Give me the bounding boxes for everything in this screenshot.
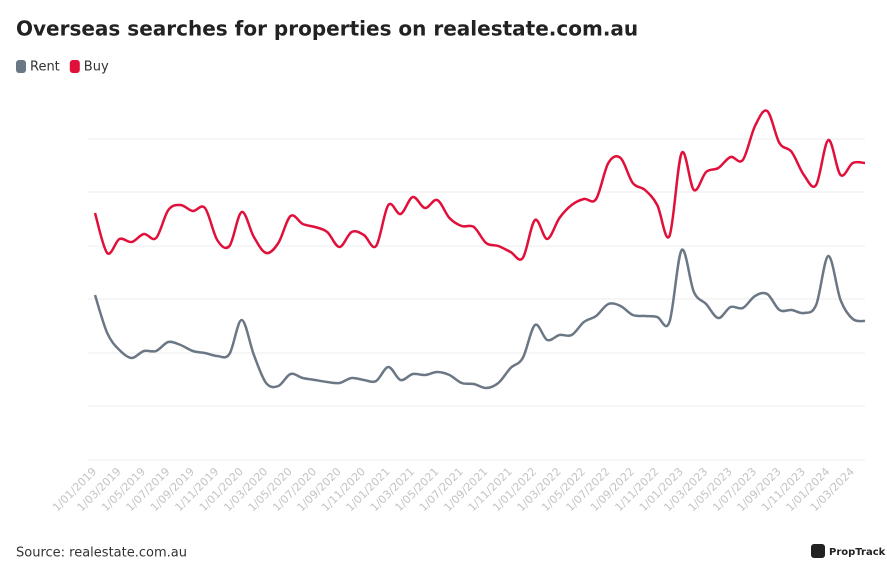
chart-title: Overseas searches for properties on real… [16, 17, 638, 41]
series-line [93, 248, 866, 390]
series-line [93, 109, 866, 261]
legend-label: Rent [30, 60, 60, 75]
legend: Rent Buy [16, 60, 109, 75]
legend-swatch [69, 60, 80, 73]
source: Source: realestate.com.au [16, 546, 187, 561]
brand: PropTrack [829, 547, 886, 558]
legend-label: Buy [84, 60, 109, 75]
legend-swatch [16, 60, 26, 73]
logo-icon [811, 544, 825, 558]
